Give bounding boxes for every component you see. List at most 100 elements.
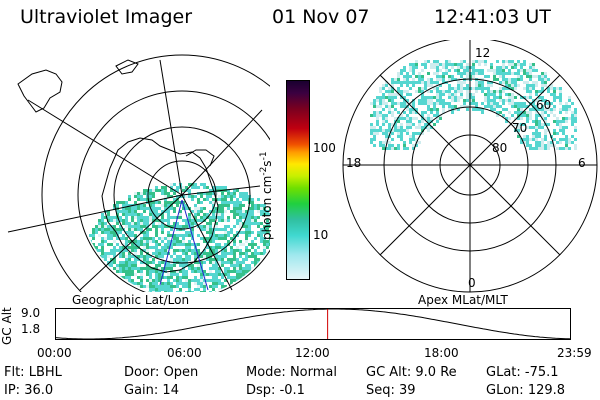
aurora-pixel	[161, 231, 164, 234]
aurora-pixel	[388, 108, 391, 111]
aurora-pixel	[170, 285, 173, 288]
aurora-pixel	[146, 234, 149, 237]
aurora-pixel	[188, 243, 191, 246]
aurora-pixel	[122, 264, 125, 267]
aurora-pixel	[490, 84, 493, 87]
aurora-pixel	[379, 90, 382, 93]
aurora-pixel	[568, 138, 571, 141]
aurora-pixel	[230, 246, 233, 249]
aurora-pixel	[400, 123, 403, 126]
aurora-pixel	[179, 276, 182, 279]
aurora-pixel	[152, 261, 155, 264]
aurora-pixel	[197, 186, 200, 189]
aurora-pixel	[257, 246, 260, 249]
aurora-pixel	[370, 126, 373, 129]
aurora-pixel	[116, 237, 119, 240]
aurora-pixel	[526, 135, 529, 138]
aurora-pixel	[152, 240, 155, 243]
aurora-pixel	[200, 192, 203, 195]
aurora-pixel	[466, 87, 469, 90]
aurora-pixel	[182, 282, 185, 285]
aurora-pixel	[167, 285, 170, 288]
aurora-pixel	[128, 228, 131, 231]
aurora-pixel	[508, 81, 511, 84]
aurora-pixel	[227, 216, 230, 219]
aurora-pixel	[236, 258, 239, 261]
aurora-pixel	[209, 192, 212, 195]
aurora-pixel	[511, 78, 514, 81]
aurora-pixel	[221, 249, 224, 252]
aurora-pixel	[221, 198, 224, 201]
aurora-pixel	[167, 288, 170, 291]
aurora-pixel	[125, 246, 128, 249]
aurora-pixel	[173, 273, 176, 276]
time-tick-1200: 12:00	[295, 346, 330, 360]
aurora-pixel	[242, 270, 245, 273]
aurora-pixel	[164, 285, 167, 288]
aurora-pixel	[487, 105, 490, 108]
aurora-pixel	[167, 213, 170, 216]
aurora-pixel	[158, 213, 161, 216]
aurora-pixel	[188, 195, 191, 198]
aurora-pixel	[406, 102, 409, 105]
aurora-pixel	[448, 75, 451, 78]
aurora-pixel	[110, 252, 113, 255]
aurora-pixel	[200, 285, 203, 288]
aurora-pixel	[248, 213, 251, 216]
aurora-pixel	[472, 69, 475, 72]
aurora-pixel	[116, 204, 119, 207]
aurora-pixel	[161, 249, 164, 252]
aurora-pixel	[448, 96, 451, 99]
aurora-pixel	[251, 267, 254, 270]
aurora-pixel	[221, 252, 224, 255]
aurora-pixel	[475, 69, 478, 72]
aurora-pixel	[254, 288, 257, 291]
aurora-pixel	[131, 246, 134, 249]
aurora-pixel	[161, 282, 164, 285]
aurora-pixel	[257, 204, 260, 207]
aurora-pixel	[257, 288, 260, 291]
aurora-pixel	[218, 237, 221, 240]
aurora-pixel	[511, 60, 514, 63]
aurora-pixel	[430, 63, 433, 66]
aurora-pixel	[218, 186, 221, 189]
mlt-label-18: 18	[346, 156, 362, 170]
aurora-pixel	[197, 249, 200, 252]
aurora-pixel	[224, 189, 227, 192]
aurora-pixel	[248, 255, 251, 258]
aurora-pixel	[472, 93, 475, 96]
aurora-pixel	[143, 225, 146, 228]
aurora-pixel	[406, 99, 409, 102]
aurora-pixel	[137, 222, 140, 225]
aurora-pixel	[493, 75, 496, 78]
aurora-pixel	[119, 246, 122, 249]
aurora-pixel	[203, 207, 206, 210]
aurora-pixel	[155, 246, 158, 249]
aurora-pixel	[370, 141, 373, 144]
aurora-pixel	[227, 192, 230, 195]
aurora-pixel	[260, 276, 263, 279]
aurora-pixel	[89, 252, 92, 255]
aurora-pixel	[376, 123, 379, 126]
aurora-pixel	[248, 210, 251, 213]
aurora-pixel	[433, 102, 436, 105]
aurora-pixel	[143, 198, 146, 201]
aurora-pixel	[170, 273, 173, 276]
aurora-pixel	[200, 216, 203, 219]
aurora-pixel	[559, 141, 562, 144]
aurora-pixel	[200, 261, 203, 264]
aurora-pixel	[445, 60, 448, 63]
aurora-pixel	[490, 105, 493, 108]
aurora-pixel	[400, 90, 403, 93]
aurora-pixel	[529, 144, 532, 147]
aurora-pixel	[209, 231, 212, 234]
aurora-pixel	[481, 111, 484, 114]
aurora-pixel	[146, 255, 149, 258]
aurora-pixel	[203, 285, 206, 288]
aurora-pixel	[490, 90, 493, 93]
aurora-pixel	[89, 255, 92, 258]
aurora-pixel	[116, 285, 119, 288]
aurora-pixel	[415, 108, 418, 111]
aurora-pixel	[212, 201, 215, 204]
aurora-pixel	[176, 243, 179, 246]
